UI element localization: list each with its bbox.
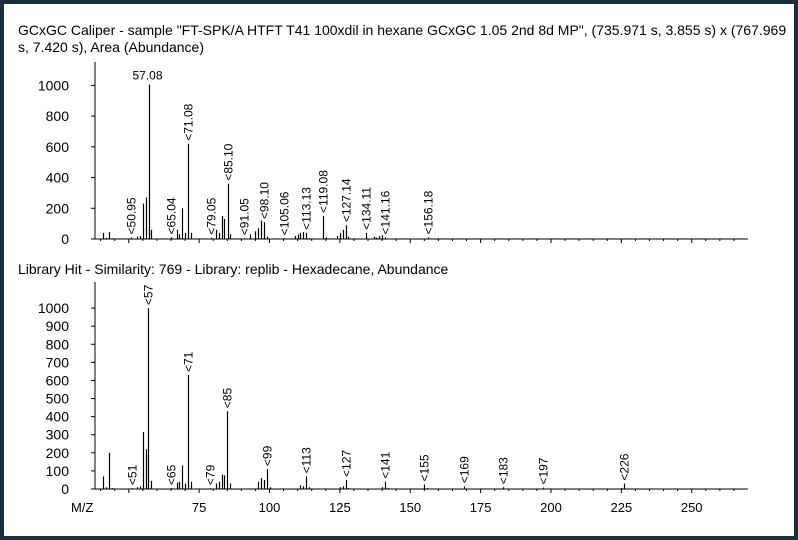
x-tick-label: 225 xyxy=(610,500,632,515)
bottom-chart-area: 0 100 200 300 400 500 600 700 800 900 1000 75 100 125… xyxy=(38,282,748,515)
y-tick-label: 700 xyxy=(46,354,70,370)
y-tick-label: 1000 xyxy=(38,300,69,316)
bottom-chart-title: Library Hit - Similarity: 769 - Library:… xyxy=(18,261,449,277)
y-tick-label: 300 xyxy=(46,427,70,443)
y-tick-label: 200 xyxy=(46,445,70,461)
y-tick-label: 400 xyxy=(46,409,70,425)
y-tick-label: 0 xyxy=(61,481,69,497)
x-tick-label: 175 xyxy=(470,500,492,515)
peak-label: <51 xyxy=(126,464,140,485)
peak-label: <79.05 xyxy=(205,197,219,234)
peak-label: <155 xyxy=(418,454,432,481)
top-chart-area: 0 200 400 600 800 1000 <50.95 57.08 <65.04 <71.08… xyxy=(38,62,748,247)
y-tick-label: 0 xyxy=(61,231,69,247)
peak-label: <85.10 xyxy=(222,143,236,180)
y-tick-label: 400 xyxy=(46,170,70,186)
peak-label: <141.16 xyxy=(379,190,393,234)
peak-label: <79 xyxy=(204,464,218,485)
y-tick-label: 600 xyxy=(46,139,70,155)
x-tick-label: 150 xyxy=(399,500,421,515)
peak-label: <226 xyxy=(618,453,632,480)
top-chart-title: GCxGC Caliper - sample "FT-SPK/A HTFT T4… xyxy=(18,22,790,55)
x-axis-label: M/Z xyxy=(71,500,93,515)
peak-label: <113.13 xyxy=(300,187,314,230)
y-tick-label: 100 xyxy=(46,463,70,479)
y-tick-label: 800 xyxy=(46,336,70,352)
peak-label: <57 xyxy=(142,284,156,305)
peak-label: <65 xyxy=(165,464,179,485)
peak-label: <71.08 xyxy=(182,103,196,140)
peak-label: <113 xyxy=(300,447,314,473)
peak-label: <127.14 xyxy=(340,178,354,222)
y-tick-label: 800 xyxy=(46,108,70,124)
peak-label: <85 xyxy=(221,388,235,409)
x-tick-label: 100 xyxy=(259,500,281,515)
peak-label: <127 xyxy=(340,450,354,477)
peak-label: <197 xyxy=(537,457,551,484)
x-tick-label: 200 xyxy=(540,500,562,515)
x-tick-label: 75 xyxy=(192,500,206,515)
peak-label: <71 xyxy=(182,351,196,372)
x-tick-label: 250 xyxy=(681,500,703,515)
peak-label: <105.06 xyxy=(278,191,292,235)
peak-label: <50.95 xyxy=(125,197,139,234)
peak-label: <98.10 xyxy=(258,182,272,219)
peak-label: <141 xyxy=(379,451,393,478)
y-tick-label: 1000 xyxy=(38,77,69,93)
x-tick-label: 125 xyxy=(329,500,351,515)
peak-label: <183 xyxy=(497,457,511,484)
peak-label: <119.08 xyxy=(317,170,331,213)
peak-label: <65.04 xyxy=(165,197,179,234)
y-tick-label: 500 xyxy=(46,391,70,407)
peak-label: <91.05 xyxy=(238,198,252,235)
peak-label: <169 xyxy=(458,456,472,483)
peak-label: <99 xyxy=(261,445,275,466)
peak-label: <156.18 xyxy=(422,190,436,234)
y-tick-label: 900 xyxy=(46,318,70,334)
peak-label: <134.11 xyxy=(360,187,374,230)
y-tick-label: 600 xyxy=(46,372,70,388)
y-tick-label: 200 xyxy=(46,200,70,216)
peak-label: 57.08 xyxy=(132,69,162,83)
